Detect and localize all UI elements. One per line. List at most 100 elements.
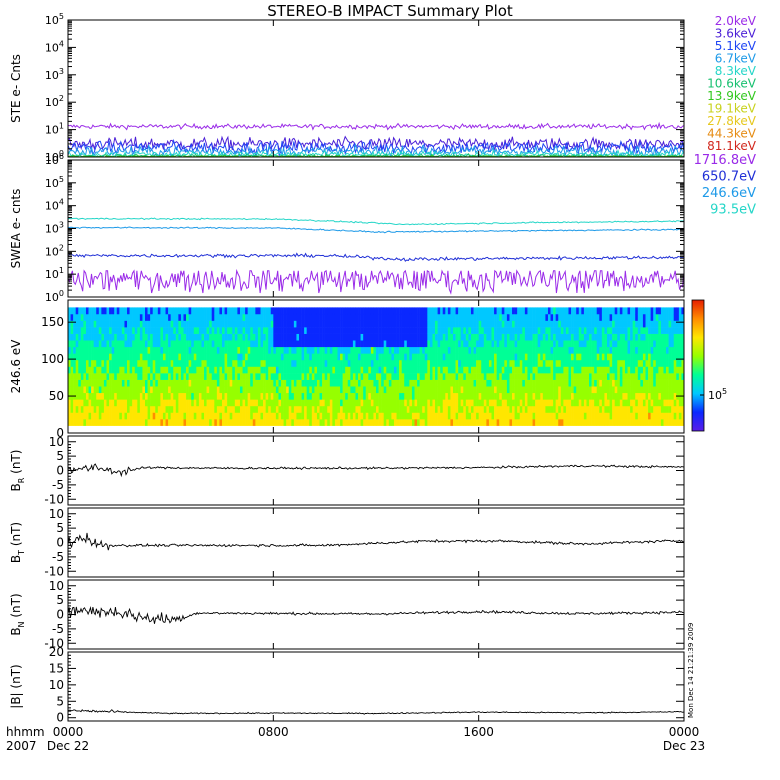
heatmap-cell xyxy=(239,386,243,394)
heatmap-cell xyxy=(617,340,621,348)
heatmap-cell xyxy=(111,359,115,367)
heatmap-cell xyxy=(373,346,377,354)
heatmap-cell xyxy=(152,313,156,321)
heatmap-cell xyxy=(453,399,456,407)
heatmap-cell xyxy=(78,346,82,354)
heatmap-cell xyxy=(673,419,677,426)
heatmap-cell xyxy=(301,366,305,374)
heatmap-cell xyxy=(532,320,536,328)
heatmap-cell xyxy=(519,405,523,413)
heatmap-cell xyxy=(278,333,282,341)
heatmap-cell xyxy=(576,359,580,367)
heatmap-cell xyxy=(453,307,456,315)
legend-93.5eV: 93.5eV xyxy=(710,203,756,218)
heatmap-cell xyxy=(396,346,400,354)
heatmap-cell xyxy=(589,412,592,420)
heatmap-cell xyxy=(127,307,130,315)
heatmap-cell xyxy=(260,320,264,328)
heatmap-cell xyxy=(334,386,338,394)
heatmap-cell xyxy=(173,405,177,413)
heatmap-cell xyxy=(486,346,490,354)
heatmap-cell xyxy=(352,379,356,387)
heatmap-cell xyxy=(517,346,521,354)
heatmap-cell xyxy=(196,359,200,367)
heatmap-cell xyxy=(121,373,125,380)
heatmap-cell xyxy=(85,307,89,315)
heatmap-cell xyxy=(88,320,92,328)
heatmap-cell xyxy=(332,340,336,348)
heatmap-cell xyxy=(222,320,225,328)
heatmap-cell xyxy=(132,392,136,400)
heatmap-cell xyxy=(83,353,87,361)
heatmap-cell xyxy=(560,340,564,348)
heatmap-cell xyxy=(68,379,71,387)
heatmap-cell xyxy=(340,320,343,328)
heatmap-cell xyxy=(370,359,374,367)
heatmap-cell xyxy=(175,340,179,348)
heatmap-cell xyxy=(501,419,505,426)
heatmap-cell xyxy=(440,340,444,348)
heatmap-cell xyxy=(78,313,82,321)
heatmap-cell xyxy=(114,307,118,315)
heatmap-cell xyxy=(578,373,582,380)
heatmap-cell xyxy=(165,379,169,387)
heatmap-cell xyxy=(376,366,379,374)
heatmap-cell xyxy=(209,346,213,354)
heatmap-cell xyxy=(478,419,482,426)
heatmap-cell xyxy=(442,419,446,426)
heatmap-cell xyxy=(642,340,646,348)
heatmap-cell xyxy=(386,359,390,367)
heatmap-cell xyxy=(437,373,441,380)
heatmap-cell xyxy=(132,359,136,367)
heatmap-cell xyxy=(291,327,295,334)
heatmap-cell xyxy=(252,346,256,354)
heatmap-cell xyxy=(119,392,123,400)
heatmap-cell xyxy=(263,405,266,413)
heatmap-cell xyxy=(103,320,107,328)
heatmap-cell xyxy=(216,320,220,328)
heatmap-cell xyxy=(427,320,431,328)
heatmap-cell xyxy=(242,405,246,413)
heatmap-cell xyxy=(360,405,364,413)
heatmap-cell xyxy=(211,353,215,361)
heatmap-cell xyxy=(470,405,474,413)
heatmap-cell xyxy=(191,419,195,426)
heatmap-cell xyxy=(150,412,153,420)
heatmap-cell xyxy=(147,399,151,407)
heatmap-cell xyxy=(640,307,644,315)
heatmap-cell xyxy=(668,405,672,413)
heatmap-cell xyxy=(506,412,510,420)
heatmap-cell xyxy=(632,419,636,426)
heatmap-cell xyxy=(576,412,580,420)
heatmap-cell xyxy=(473,313,477,321)
heatmap-cell xyxy=(540,405,544,413)
heatmap-cell xyxy=(183,313,187,321)
heatmap-cell xyxy=(506,359,510,367)
heatmap-cell xyxy=(609,392,613,400)
heatmap-cell xyxy=(311,373,315,380)
heatmap-cell xyxy=(496,373,500,380)
heatmap-cell xyxy=(127,399,130,407)
heatmap-cell xyxy=(204,327,207,334)
heatmap-cell xyxy=(594,327,598,334)
heatmap-cell xyxy=(481,366,485,374)
heatmap-cell xyxy=(93,353,97,361)
heatmap-cell xyxy=(522,353,526,361)
heatmap-cell xyxy=(340,346,343,354)
heatmap-cell xyxy=(517,392,521,400)
heatmap-cell xyxy=(658,405,662,413)
heatmap-cell xyxy=(637,346,641,354)
heatmap-cell xyxy=(245,307,248,315)
heatmap-cell xyxy=(640,353,644,361)
heatmap-cell xyxy=(242,307,246,315)
heatmap-cell xyxy=(103,327,107,334)
heatmap-cell xyxy=(319,366,323,374)
heatmap-cell xyxy=(648,307,651,315)
heatmap-cell xyxy=(134,412,138,420)
heatmap-cell xyxy=(478,392,482,400)
heatmap-cell xyxy=(242,392,246,400)
heatmap-cell xyxy=(198,386,202,394)
heatmap-cell xyxy=(601,373,605,380)
heatmap-cell xyxy=(121,307,125,315)
heatmap-cell xyxy=(578,359,582,367)
